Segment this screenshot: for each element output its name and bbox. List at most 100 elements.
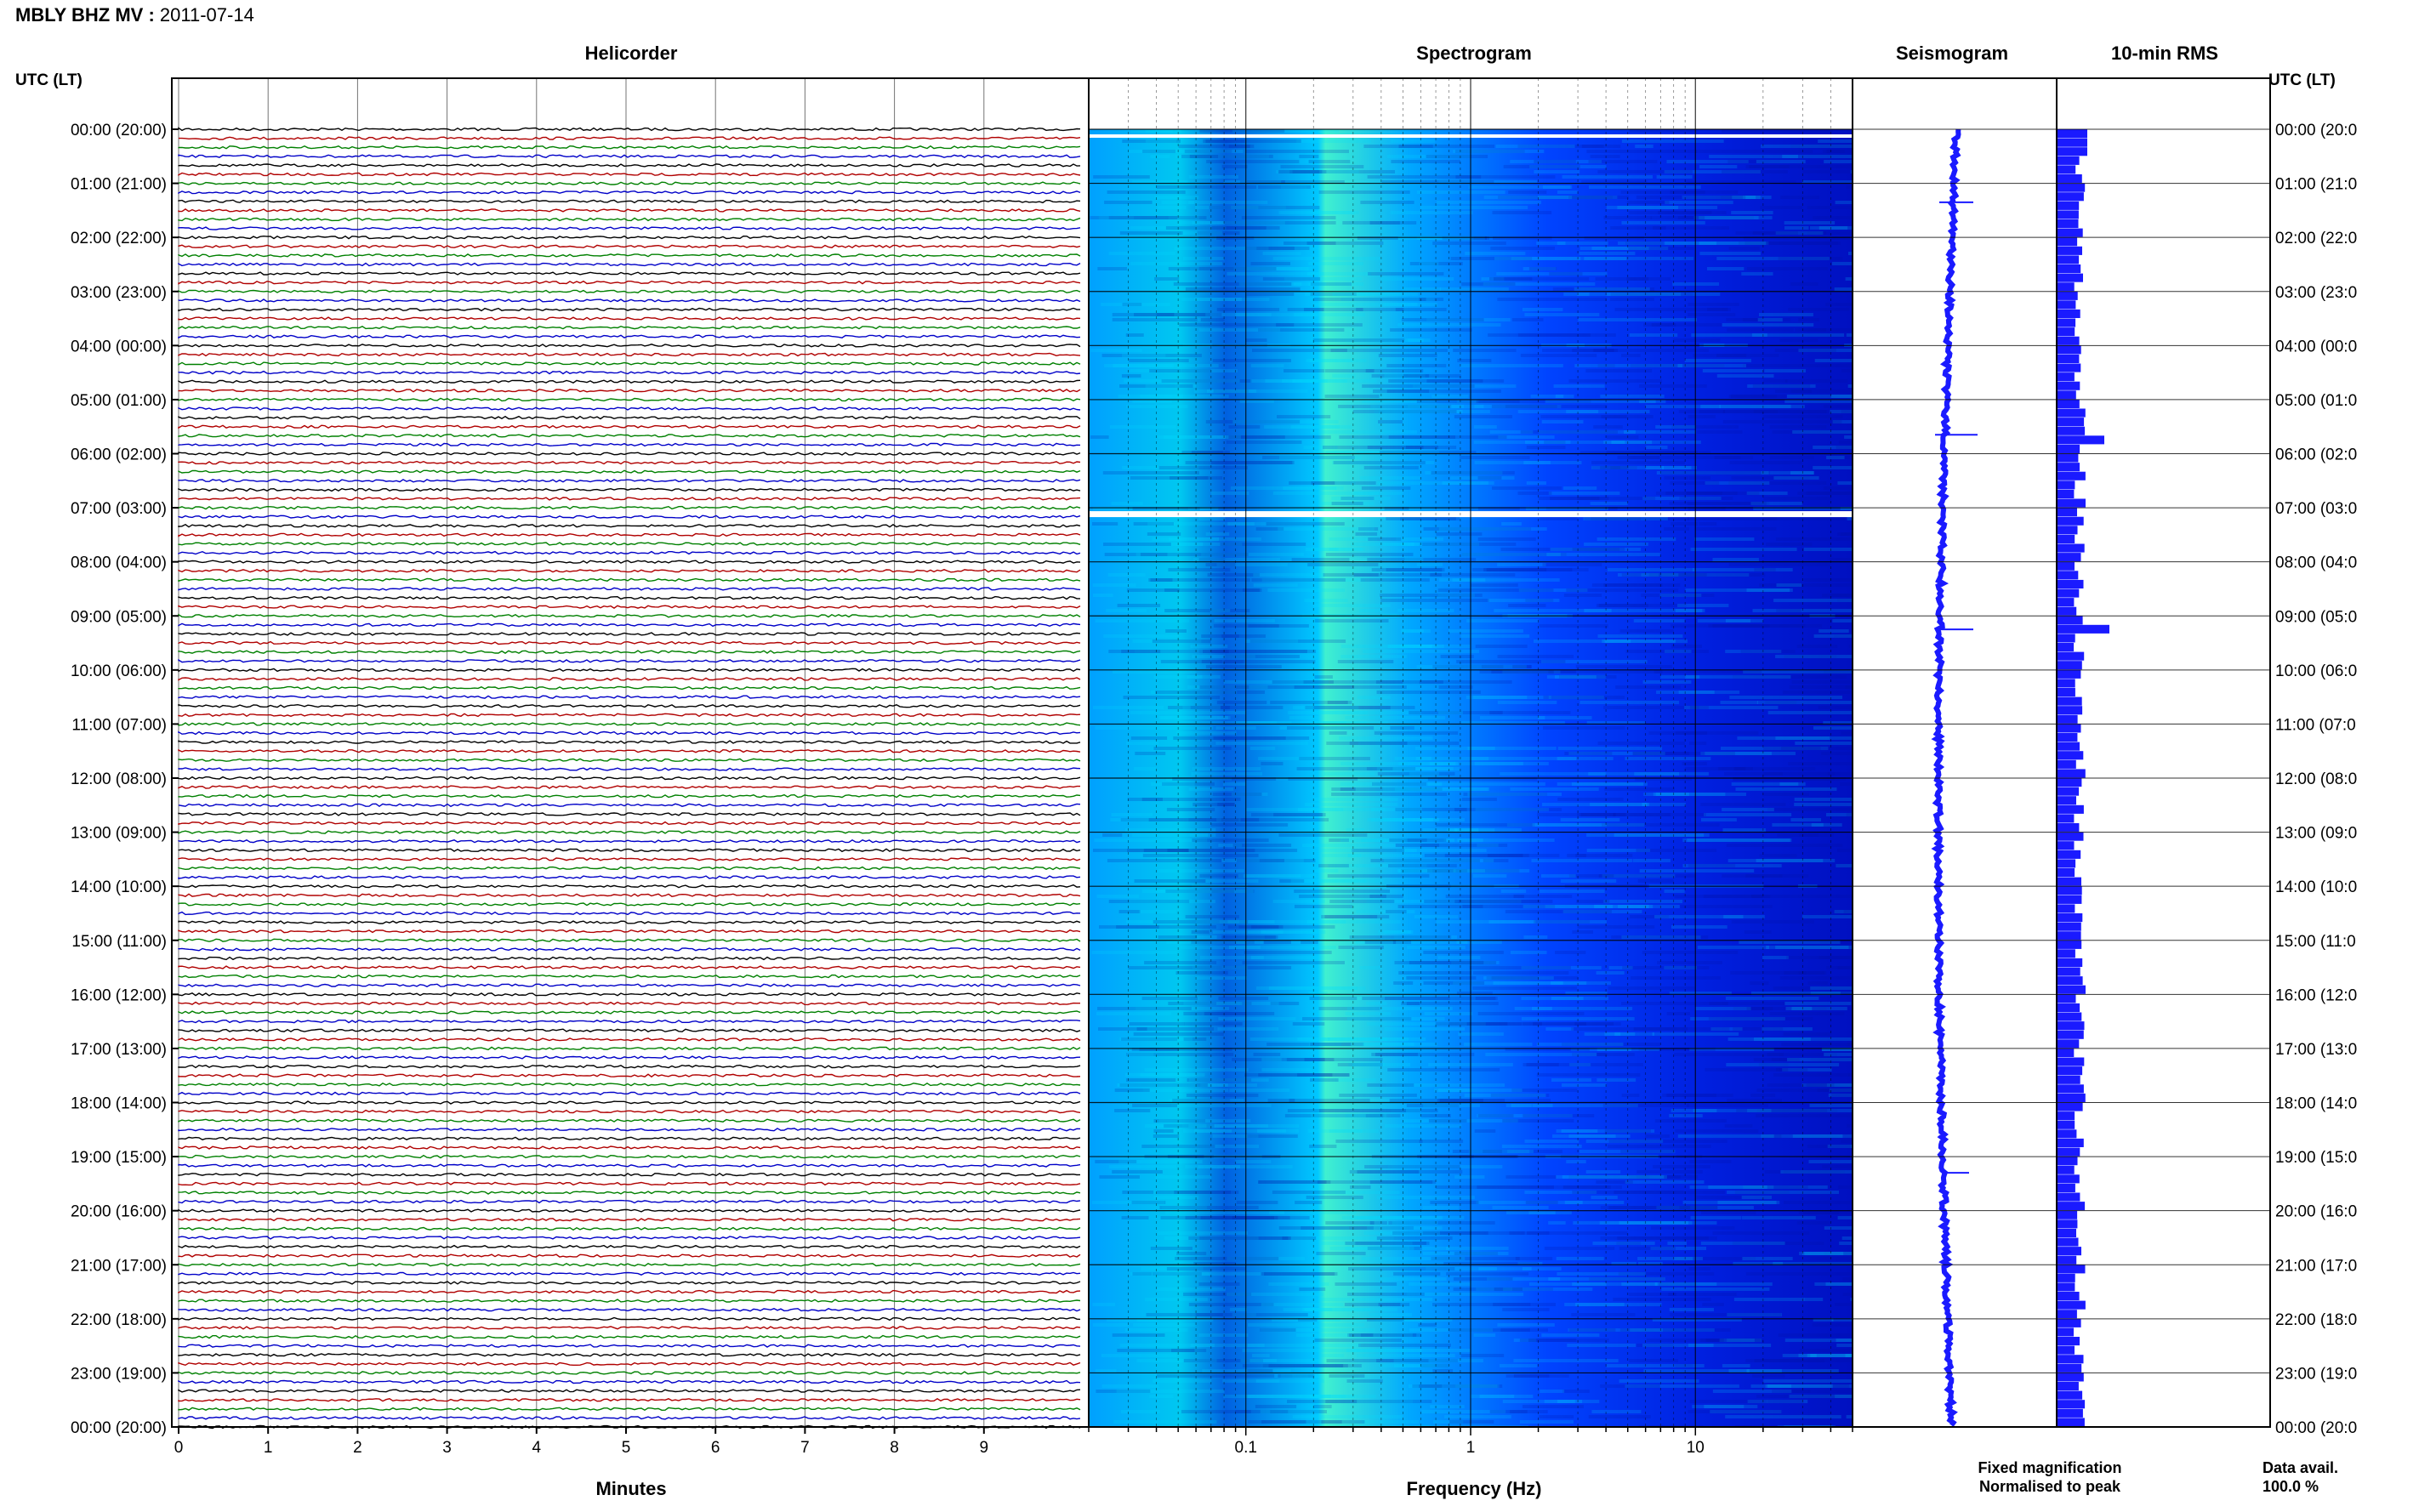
spectrogram-streak [1281, 1374, 1308, 1378]
spectrogram-streak [1093, 594, 1113, 597]
spectrogram-streak [1595, 277, 1649, 281]
helicorder-trace [178, 307, 1080, 312]
spectrogram-streak [1099, 1175, 1140, 1179]
spectrogram-streak [1304, 599, 1348, 602]
helicorder-trace [178, 163, 1081, 168]
spectrogram-streak [1196, 920, 1247, 924]
spectrogram-streak [1185, 1165, 1240, 1168]
spectrogram-streak [1191, 451, 1223, 454]
spectrogram-streak [1568, 1328, 1616, 1332]
spectrogram-streak [1329, 1129, 1363, 1133]
spectrogram-streak [1491, 976, 1578, 980]
spectrogram-streak [1733, 777, 1835, 781]
spectrogram-streak [1187, 675, 1221, 679]
spectrogram-streak [1131, 1201, 1166, 1204]
spectrogram-streak [1108, 650, 1161, 653]
spectrogram-streak [1661, 1287, 1770, 1291]
spectrogram-streak [1759, 583, 1852, 587]
spectrogram-streak [1764, 1170, 1845, 1174]
spectrogram-streak [1638, 1262, 1663, 1265]
spectrogram-streak [1175, 543, 1243, 546]
spectrogram-streak [1682, 864, 1782, 867]
spectrogram-streak [1674, 895, 1763, 898]
spectrogram-streak [1600, 1236, 1717, 1240]
spectrogram-streak [1185, 287, 1301, 291]
spectrogram-streak [1216, 563, 1288, 566]
spectrogram-streak [1134, 879, 1206, 883]
spectrogram-streak [1841, 532, 1853, 536]
rms-bar [2057, 796, 2076, 805]
spectrogram-streak [1371, 374, 1430, 378]
spectrogram-streak [1788, 308, 1850, 311]
spectrogram-streak [1369, 895, 1403, 898]
spectrogram-streak [1377, 481, 1488, 485]
spectrogram-streak [1523, 1063, 1559, 1066]
time-tick-left: 11:00 (07:00) [71, 716, 167, 734]
rms-bar [2057, 769, 2086, 778]
spectrogram-streak [1116, 1390, 1225, 1393]
spectrogram-streak [1436, 532, 1483, 536]
spectrogram-streak [1228, 145, 1255, 148]
spectrogram-streak [1409, 711, 1503, 714]
spectrogram-streak [1219, 920, 1275, 924]
spectrogram-streak [1543, 696, 1625, 699]
spectrogram-streak [1566, 410, 1650, 413]
spectrogram-streak [1352, 849, 1404, 852]
spectrogram-streak [1158, 935, 1198, 939]
spectrogram-streak [1366, 1002, 1387, 1005]
time-tick-left: 01:00 (21:00) [71, 176, 167, 194]
spectrogram-streak [1426, 318, 1511, 321]
spectrogram-streak [1145, 1298, 1208, 1301]
spectrogram-streak [1689, 1048, 1774, 1051]
spectrogram-streak [1733, 777, 1847, 781]
spectrogram-streak [1471, 757, 1577, 760]
spectrogram-streak [1707, 308, 1728, 311]
spectrogram-streak [1775, 537, 1853, 541]
spectrogram-streak [1628, 211, 1712, 214]
spectrogram-streak [1205, 563, 1236, 566]
spectrogram-streak [1276, 323, 1363, 327]
spectrogram-streak [1147, 522, 1255, 526]
spectrogram-streak [1534, 160, 1576, 163]
spectrogram-streak [1517, 492, 1552, 495]
spectrogram-streak [1314, 675, 1333, 679]
spectrogram-streak [1666, 1094, 1716, 1097]
spectrogram-streak [1249, 1359, 1320, 1362]
helicorder-trace [178, 956, 1081, 961]
spectrogram-streak [1356, 1354, 1455, 1357]
spectrogram-streak [1524, 313, 1600, 316]
spectrogram-streak [1477, 1012, 1585, 1015]
spectrogram-streak [1694, 150, 1813, 153]
spectrogram-streak [1395, 308, 1447, 311]
spectrogram-streak [1607, 568, 1694, 571]
spectrogram-streak [1693, 354, 1747, 357]
spectrogram-streak [1199, 874, 1244, 878]
spectrogram-streak [1794, 803, 1853, 806]
spectrogram-streak [1139, 1048, 1232, 1051]
outer-frame [171, 77, 2271, 1428]
spectrogram-streak [1117, 604, 1161, 607]
spectrogram-streak [1133, 1032, 1224, 1036]
spectrogram-streak [1456, 941, 1502, 944]
spectrogram-streak [1708, 1017, 1813, 1020]
spectrogram-streak [1255, 1405, 1297, 1408]
spectrogram-streak [1262, 277, 1321, 281]
rms-bar [2057, 1075, 2080, 1084]
spectrogram-streak [1292, 1374, 1321, 1378]
spectrogram-streak [1360, 578, 1430, 582]
time-tick-left: 02:00 (22:00) [71, 230, 167, 247]
spectrogram-streak [1435, 823, 1535, 827]
spectrogram-streak [1830, 410, 1853, 413]
spectrogram-streak [1409, 1328, 1493, 1332]
spectrogram-streak [1707, 267, 1745, 270]
spectrogram-streak [1247, 1134, 1298, 1138]
spectrogram-streak [1844, 435, 1853, 439]
spectrogram-streak [1540, 660, 1648, 663]
spectrogram-streak [1272, 1191, 1346, 1194]
spectrogram-streak [1109, 425, 1176, 429]
spectrogram-streak [1678, 691, 1715, 694]
spectrogram-streak [1747, 1109, 1853, 1112]
spectrogram-streak [1650, 216, 1754, 219]
helicorder-trace [178, 658, 1081, 663]
spectrogram-streak [1491, 405, 1608, 408]
